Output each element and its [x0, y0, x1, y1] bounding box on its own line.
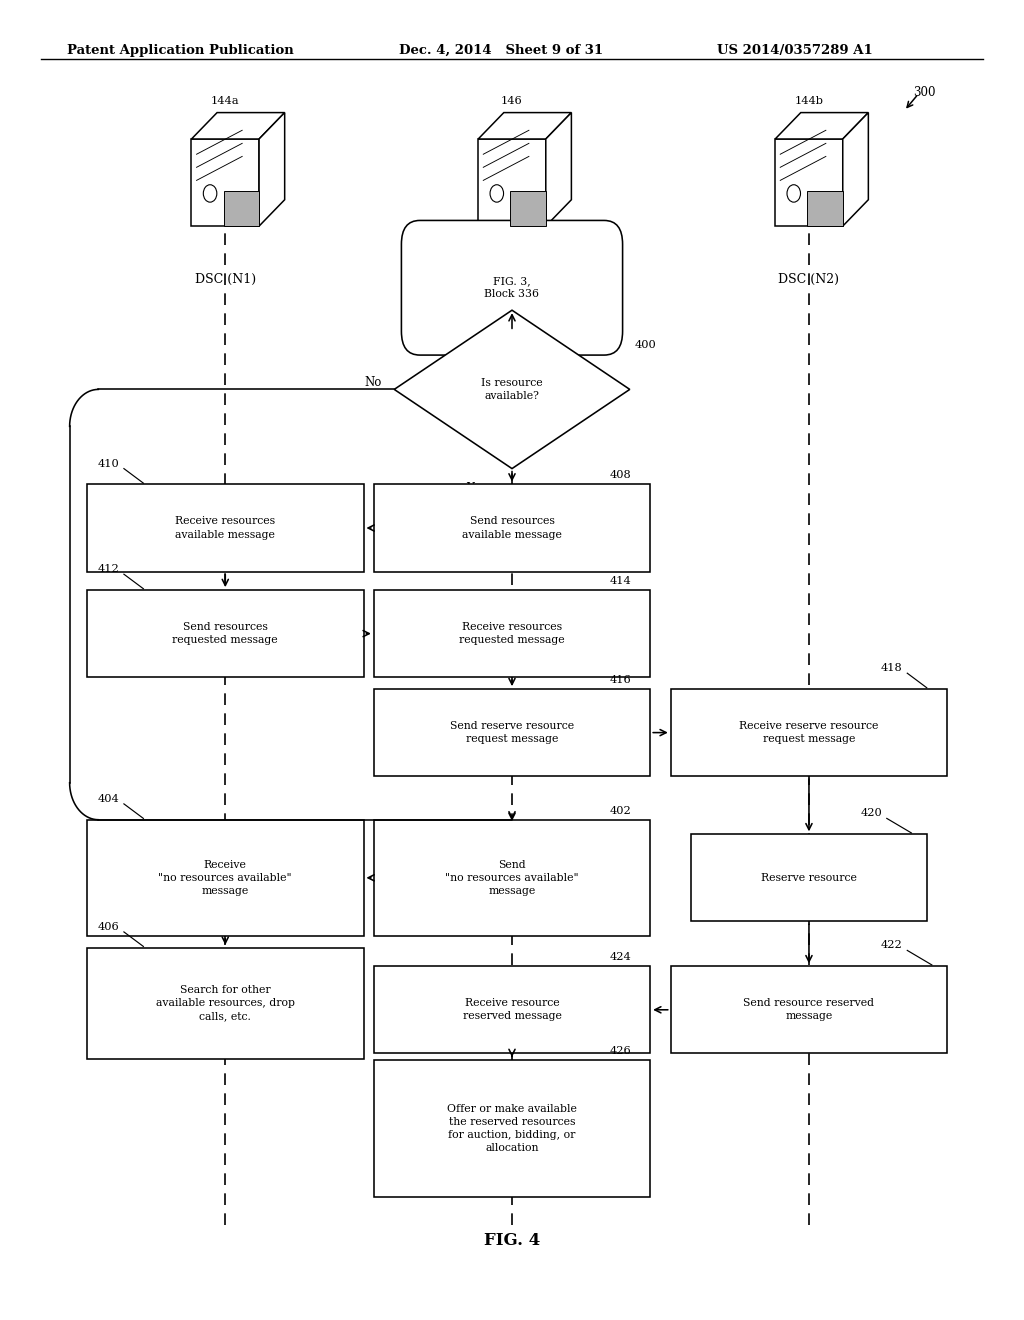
- Text: 408: 408: [609, 470, 631, 480]
- Polygon shape: [223, 191, 259, 226]
- Text: Receive resource
reserved message: Receive resource reserved message: [463, 998, 561, 1022]
- Text: Send
"no resources available"
message: Send "no resources available" message: [445, 859, 579, 896]
- Text: Receive resources
requested message: Receive resources requested message: [459, 622, 565, 645]
- FancyBboxPatch shape: [401, 220, 623, 355]
- Circle shape: [787, 185, 801, 202]
- Text: 400: 400: [635, 339, 656, 350]
- Polygon shape: [394, 310, 630, 469]
- FancyBboxPatch shape: [691, 834, 927, 921]
- FancyBboxPatch shape: [671, 966, 947, 1053]
- Text: Is resource
available?: Is resource available?: [481, 378, 543, 401]
- Text: 404: 404: [97, 793, 119, 804]
- FancyBboxPatch shape: [374, 1060, 650, 1197]
- FancyBboxPatch shape: [374, 689, 650, 776]
- Polygon shape: [191, 139, 259, 226]
- Text: 412: 412: [97, 564, 119, 574]
- Polygon shape: [478, 112, 571, 139]
- Text: 144a: 144a: [211, 95, 240, 106]
- FancyBboxPatch shape: [374, 484, 650, 572]
- Text: 300: 300: [913, 86, 936, 99]
- Polygon shape: [807, 191, 843, 226]
- Polygon shape: [510, 191, 546, 226]
- Text: Patent Application Publication: Patent Application Publication: [67, 44, 293, 57]
- Text: Send resources
requested message: Send resources requested message: [172, 622, 279, 645]
- Text: 410: 410: [97, 458, 119, 469]
- Text: 422: 422: [881, 940, 902, 950]
- Polygon shape: [478, 139, 546, 226]
- Text: Send resource reserved
message: Send resource reserved message: [743, 998, 874, 1022]
- Text: 426: 426: [609, 1045, 631, 1056]
- FancyBboxPatch shape: [87, 590, 364, 677]
- Circle shape: [490, 185, 504, 202]
- Text: 146: 146: [501, 95, 523, 106]
- Text: DSC (N1): DSC (N1): [195, 273, 256, 286]
- Text: 414: 414: [609, 576, 631, 586]
- Text: Receive reserve resource
request message: Receive reserve resource request message: [739, 721, 879, 744]
- Polygon shape: [191, 112, 285, 139]
- Text: Send resources
available message: Send resources available message: [462, 516, 562, 540]
- Text: 406: 406: [97, 921, 119, 932]
- Text: Reserve resource: Reserve resource: [761, 873, 857, 883]
- Text: Send reserve resource
request message: Send reserve resource request message: [450, 721, 574, 744]
- Text: 418: 418: [881, 663, 902, 673]
- Polygon shape: [775, 112, 868, 139]
- Text: No: No: [365, 376, 382, 389]
- FancyBboxPatch shape: [374, 590, 650, 677]
- Circle shape: [204, 185, 217, 202]
- Text: 416: 416: [609, 675, 631, 685]
- Text: DPC: DPC: [498, 273, 526, 286]
- Text: Yes: Yes: [467, 482, 486, 495]
- Text: Dec. 4, 2014   Sheet 9 of 31: Dec. 4, 2014 Sheet 9 of 31: [399, 44, 603, 57]
- FancyBboxPatch shape: [87, 820, 364, 936]
- Text: Search for other
available resources, drop
calls, etc.: Search for other available resources, dr…: [156, 985, 295, 1022]
- FancyBboxPatch shape: [87, 484, 364, 572]
- Polygon shape: [775, 139, 843, 226]
- Text: US 2014/0357289 A1: US 2014/0357289 A1: [717, 44, 872, 57]
- Polygon shape: [259, 112, 285, 226]
- Text: Offer or make available
the reserved resources
for auction, bidding, or
allocati: Offer or make available the reserved res…: [447, 1104, 577, 1154]
- Text: FIG. 3,
Block 336: FIG. 3, Block 336: [484, 276, 540, 300]
- FancyBboxPatch shape: [374, 966, 650, 1053]
- Text: 402: 402: [609, 805, 631, 816]
- Text: DSC (N2): DSC (N2): [778, 273, 840, 286]
- Polygon shape: [546, 112, 571, 226]
- Text: 424: 424: [609, 952, 631, 962]
- FancyBboxPatch shape: [671, 689, 947, 776]
- Text: FIG. 4: FIG. 4: [484, 1233, 540, 1249]
- FancyBboxPatch shape: [374, 820, 650, 936]
- Polygon shape: [843, 112, 868, 226]
- Text: 420: 420: [860, 808, 882, 818]
- Text: Receive
"no resources available"
message: Receive "no resources available" message: [159, 859, 292, 896]
- Text: 144b: 144b: [795, 95, 823, 106]
- FancyBboxPatch shape: [87, 948, 364, 1059]
- Text: Receive resources
available message: Receive resources available message: [175, 516, 275, 540]
